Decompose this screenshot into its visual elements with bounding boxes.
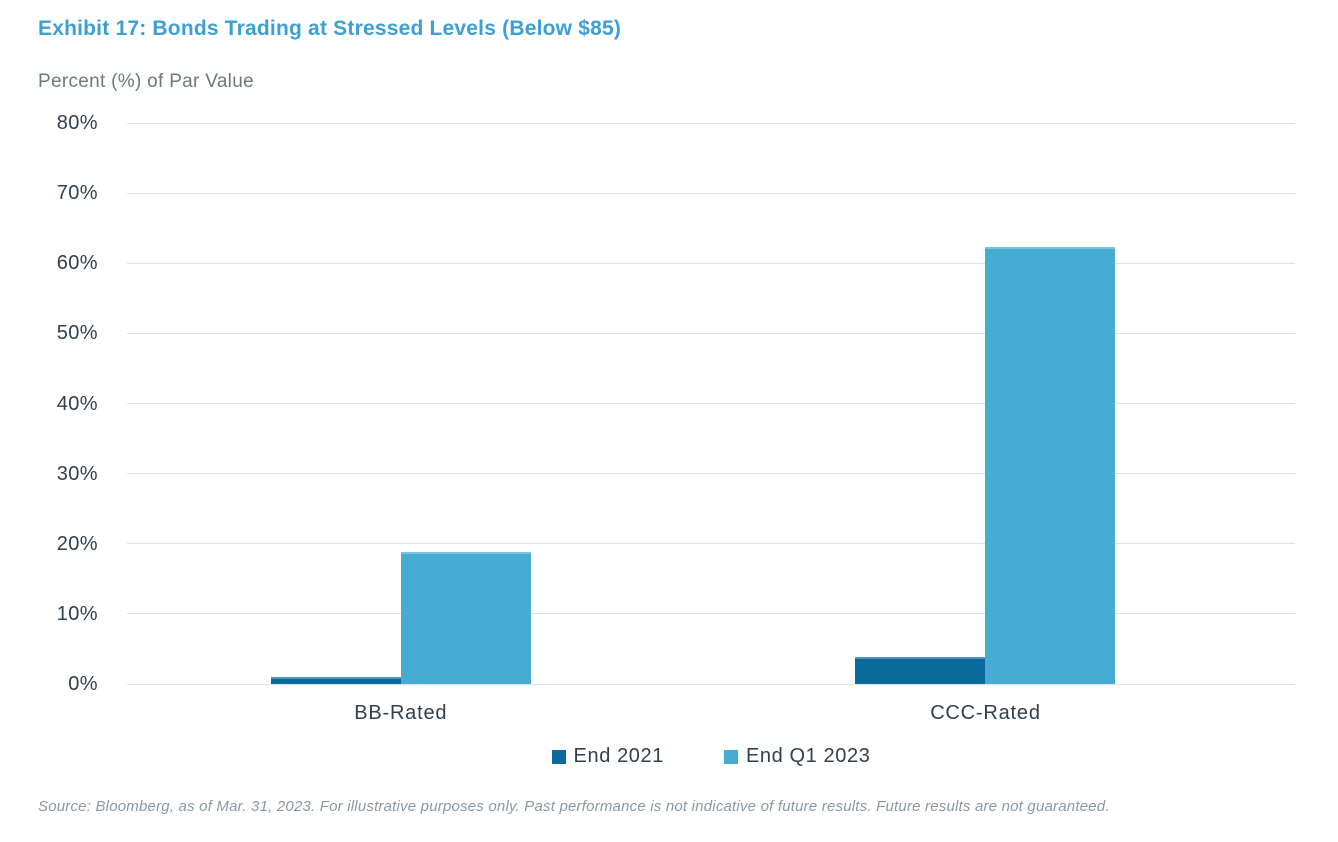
gridline <box>127 262 1295 264</box>
y-tick-label: 50% <box>56 322 98 345</box>
y-tick-label: 60% <box>56 252 98 275</box>
y-tick-label: 20% <box>56 532 98 555</box>
bar-ccc-rated-end-q1-2023 <box>985 247 1116 684</box>
gridline <box>127 683 1295 685</box>
legend-item-end-q1-2023: End Q1 2023 <box>723 745 871 768</box>
source-footnote: Source: Bloomberg, as of Mar. 31, 2023. … <box>38 798 1110 815</box>
gridline <box>127 332 1295 334</box>
y-tick-label: 80% <box>56 112 98 134</box>
gridline <box>127 543 1295 545</box>
x-category-label: BB-Rated <box>354 702 448 724</box>
bar-bb-rated-end-2021 <box>270 677 401 684</box>
x-category-label: CCC-Rated <box>930 702 1041 724</box>
chart-legend: End 2021 End Q1 2023 <box>127 745 1295 768</box>
y-tick-label: 10% <box>56 602 98 625</box>
legend-swatch-light-blue <box>723 749 738 764</box>
y-tick-label: 0% <box>68 673 98 695</box>
legend-label: End 2021 <box>573 745 664 767</box>
plot-area <box>127 122 1295 685</box>
y-tick-label: 70% <box>56 182 98 205</box>
y-tick-label: 40% <box>56 392 98 415</box>
bar-bb-rated-end-q1-2023 <box>400 552 531 684</box>
chart-y-axis-units-label: Percent (%) of Par Value <box>38 71 254 92</box>
legend-item-end-2021: End 2021 <box>551 745 664 768</box>
gridline <box>127 122 1295 124</box>
gridline <box>127 403 1295 404</box>
chart-title: Exhibit 17: Bonds Trading at Stressed Le… <box>38 17 622 40</box>
legend-label: End Q1 2023 <box>745 745 871 767</box>
gridline <box>127 613 1295 615</box>
bar-ccc-rated-end-2021 <box>855 657 986 684</box>
legend-swatch-dark-blue <box>551 749 566 764</box>
gridline <box>127 192 1295 194</box>
gridline <box>127 473 1295 475</box>
y-tick-label: 30% <box>56 462 98 485</box>
